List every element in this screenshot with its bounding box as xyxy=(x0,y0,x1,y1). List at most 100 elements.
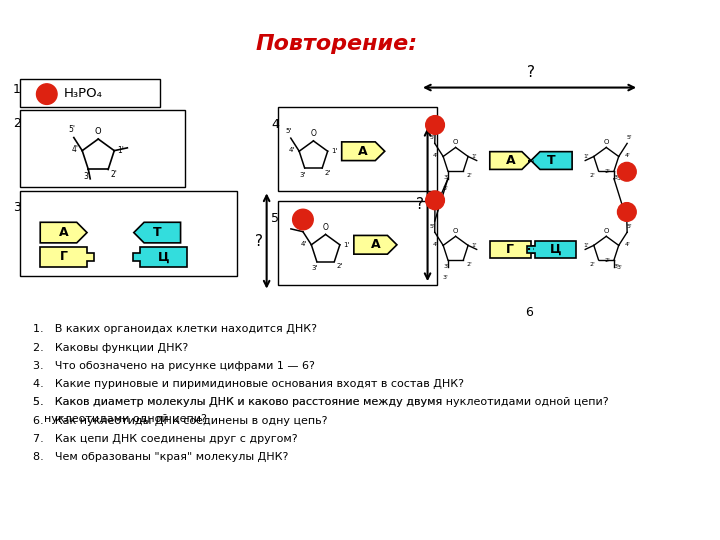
Text: 8. Чем образованы "края" молекулы ДНК?: 8. Чем образованы "края" молекулы ДНК? xyxy=(32,452,288,462)
Circle shape xyxy=(426,191,444,210)
Text: 6. Как нуклеотиды ДНК соединены в одну цепь?: 6. Как нуклеотиды ДНК соединены в одну ц… xyxy=(32,415,328,426)
Text: 5. Каков диаметр молекулы ДНК и каково расстояние между двумя: 5. Каков диаметр молекулы ДНК и каково р… xyxy=(32,397,442,407)
Text: А: А xyxy=(505,154,516,167)
Text: 7. Как цепи ДНК соединены друг с другом?: 7. Как цепи ДНК соединены друг с другом? xyxy=(32,434,297,444)
Text: Г: Г xyxy=(60,251,68,264)
Text: А: А xyxy=(359,145,368,158)
Text: 4': 4' xyxy=(289,147,294,153)
Text: 3': 3' xyxy=(617,265,623,269)
Text: 5': 5' xyxy=(626,134,632,140)
Text: 3': 3' xyxy=(614,175,620,180)
Text: H₃PO₄: H₃PO₄ xyxy=(63,87,102,100)
Text: А: А xyxy=(59,226,68,239)
Circle shape xyxy=(618,163,636,181)
Text: 3': 3' xyxy=(614,264,620,269)
Text: 2': 2' xyxy=(604,258,610,262)
Polygon shape xyxy=(527,240,576,258)
Text: 3': 3' xyxy=(300,172,306,178)
Polygon shape xyxy=(490,152,531,170)
Text: 1': 1' xyxy=(117,146,125,155)
Text: O: O xyxy=(310,129,316,138)
Text: 3': 3' xyxy=(442,275,448,280)
Text: 2': 2' xyxy=(337,263,343,269)
Polygon shape xyxy=(133,247,187,267)
Text: 5. Каков диаметр молекулы ДНК и каково расстояние между двумя: 5. Каков диаметр молекулы ДНК и каково р… xyxy=(32,397,442,407)
Polygon shape xyxy=(40,222,87,243)
Text: 4: 4 xyxy=(271,118,279,131)
Text: 2': 2' xyxy=(110,170,117,179)
Text: O: O xyxy=(323,222,328,232)
Text: 4': 4' xyxy=(301,241,307,247)
Text: 1': 1' xyxy=(331,148,338,154)
Text: O: O xyxy=(95,127,102,136)
Text: 3. Что обозначено на рисунке цифрами 1 — 6?: 3. Что обозначено на рисунке цифрами 1 —… xyxy=(32,361,315,371)
Polygon shape xyxy=(490,240,539,258)
Text: 4': 4' xyxy=(71,145,78,154)
Text: O: O xyxy=(453,139,459,145)
Text: 5': 5' xyxy=(286,129,292,134)
Text: 5': 5' xyxy=(298,222,304,228)
Text: ?: ? xyxy=(416,197,424,212)
Polygon shape xyxy=(134,222,181,243)
Text: 2': 2' xyxy=(466,173,472,178)
Text: Т: Т xyxy=(153,226,161,239)
Text: 2': 2' xyxy=(589,173,595,178)
FancyBboxPatch shape xyxy=(278,107,437,191)
Text: O: O xyxy=(453,227,459,233)
Text: ?: ? xyxy=(527,65,535,80)
Polygon shape xyxy=(40,247,94,267)
FancyBboxPatch shape xyxy=(19,191,237,275)
Text: 5': 5' xyxy=(68,125,76,134)
Text: 5': 5' xyxy=(430,224,436,228)
Circle shape xyxy=(37,84,57,104)
Text: 1': 1' xyxy=(583,154,589,159)
Text: 3': 3' xyxy=(312,265,318,271)
Text: 5': 5' xyxy=(626,224,632,228)
Circle shape xyxy=(426,116,444,134)
Text: 1: 1 xyxy=(13,83,21,96)
Text: 5. Каков диаметр молекулы ДНК и каково расстояние между двумя нуклеотидами одной: 5. Каков диаметр молекулы ДНК и каково р… xyxy=(32,397,608,407)
Text: А: А xyxy=(371,238,380,251)
Text: 2': 2' xyxy=(466,262,472,267)
Text: 5': 5' xyxy=(430,134,436,140)
Text: 6: 6 xyxy=(525,306,533,319)
Text: 5: 5 xyxy=(271,212,279,225)
Circle shape xyxy=(292,209,313,230)
Text: 2': 2' xyxy=(325,170,331,176)
Text: ?: ? xyxy=(255,234,263,249)
Text: 3': 3' xyxy=(617,176,623,181)
Text: 4. Какие пуриновые и пиримидиновые основания входят в состав ДНК?: 4. Какие пуриновые и пиримидиновые основ… xyxy=(32,379,464,389)
Text: 1. В каких органоидах клетки находится ДНК?: 1. В каких органоидах клетки находится Д… xyxy=(32,324,317,334)
Text: 1': 1' xyxy=(343,242,349,248)
Text: 2': 2' xyxy=(604,168,610,174)
FancyBboxPatch shape xyxy=(19,79,160,107)
Text: 3': 3' xyxy=(443,175,449,180)
Text: нуклеотидами одной цепи?: нуклеотидами одной цепи? xyxy=(44,414,207,423)
FancyBboxPatch shape xyxy=(278,201,437,285)
Circle shape xyxy=(618,202,636,221)
Text: 2. Каковы функции ДНК?: 2. Каковы функции ДНК? xyxy=(32,342,188,353)
Text: 3: 3 xyxy=(13,201,21,214)
Text: 2: 2 xyxy=(13,118,21,131)
Text: O: O xyxy=(603,227,609,233)
Text: 3': 3' xyxy=(443,264,449,269)
Text: 4': 4' xyxy=(433,153,438,158)
Text: Ц: Ц xyxy=(549,243,561,256)
Text: 3': 3' xyxy=(442,186,448,191)
Text: Повторение:: Повторение: xyxy=(256,34,418,54)
Polygon shape xyxy=(342,142,384,160)
Text: 4': 4' xyxy=(433,242,438,247)
Text: 4': 4' xyxy=(624,242,630,247)
Text: 1': 1' xyxy=(583,243,589,248)
Polygon shape xyxy=(354,235,397,254)
Text: Ц: Ц xyxy=(158,251,169,264)
FancyBboxPatch shape xyxy=(19,110,185,187)
Text: 1': 1' xyxy=(472,243,477,248)
Text: 4': 4' xyxy=(624,153,630,158)
Text: 3': 3' xyxy=(83,172,90,180)
Text: 1': 1' xyxy=(472,154,477,159)
Text: Т: Т xyxy=(547,154,556,167)
Text: O: O xyxy=(603,139,609,145)
Text: 2': 2' xyxy=(589,262,595,267)
Polygon shape xyxy=(531,152,572,170)
